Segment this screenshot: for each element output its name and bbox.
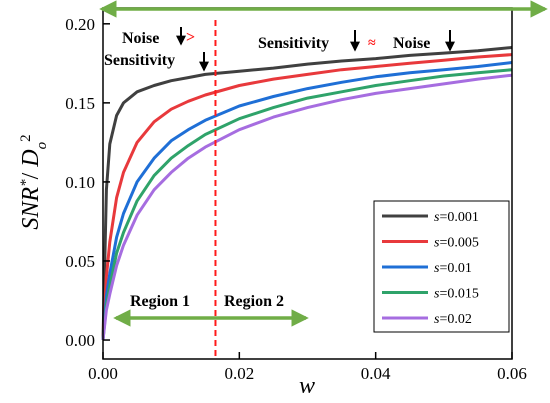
- legend: s=0.001 s=0.005 s=0.01 s=0.015 s=0.02: [373, 200, 510, 333]
- series-line-2: [101, 61, 513, 341]
- y-tick-label: 0.15: [65, 94, 95, 113]
- x-tick-label: 0.04: [361, 364, 391, 383]
- x-tick-label: 0.02: [224, 364, 254, 383]
- series-line-3: [101, 68, 513, 341]
- y-axis-label: SNR*/ Do2: [18, 134, 50, 229]
- region-2-label: Region 2: [224, 293, 284, 310]
- legend-label: s=0.02: [434, 312, 472, 327]
- y-tick-label: 0.20: [65, 15, 95, 34]
- y-tick-label: 0.10: [65, 173, 95, 192]
- region-1-label: Region 1: [130, 293, 190, 310]
- series-line-1: [101, 53, 513, 341]
- series-layer: [101, 46, 513, 341]
- annotation-sensitivity-left: Sensitivity: [104, 52, 175, 69]
- series-line-4: [101, 73, 513, 341]
- x-tick-label: 0.00: [88, 364, 118, 383]
- annotation-approx: ≈: [368, 36, 376, 51]
- annotation-greater-than: >: [186, 29, 195, 46]
- legend-label: s=0.015: [434, 287, 479, 302]
- y-tick-label: 0.00: [65, 331, 95, 350]
- x-tick-label: 0.06: [497, 364, 527, 383]
- axes-layer: 0.00 0.02 0.04 0.06 0.00 0.05 0.10 0.15 0.20: [65, 7, 527, 383]
- annotation-sensitivity-right: Sensitivity: [258, 35, 329, 52]
- annotation-noise-right: Noise: [393, 35, 430, 52]
- legend-label: s=0.01: [434, 261, 472, 276]
- x-axis-label: w: [299, 373, 315, 399]
- y-tick-label: 0.05: [65, 252, 95, 271]
- annotation-noise-left: Noise: [122, 30, 159, 47]
- legend-label: s=0.005: [434, 236, 479, 251]
- series-line-0: [101, 46, 513, 341]
- legend-label: s=0.001: [434, 210, 479, 225]
